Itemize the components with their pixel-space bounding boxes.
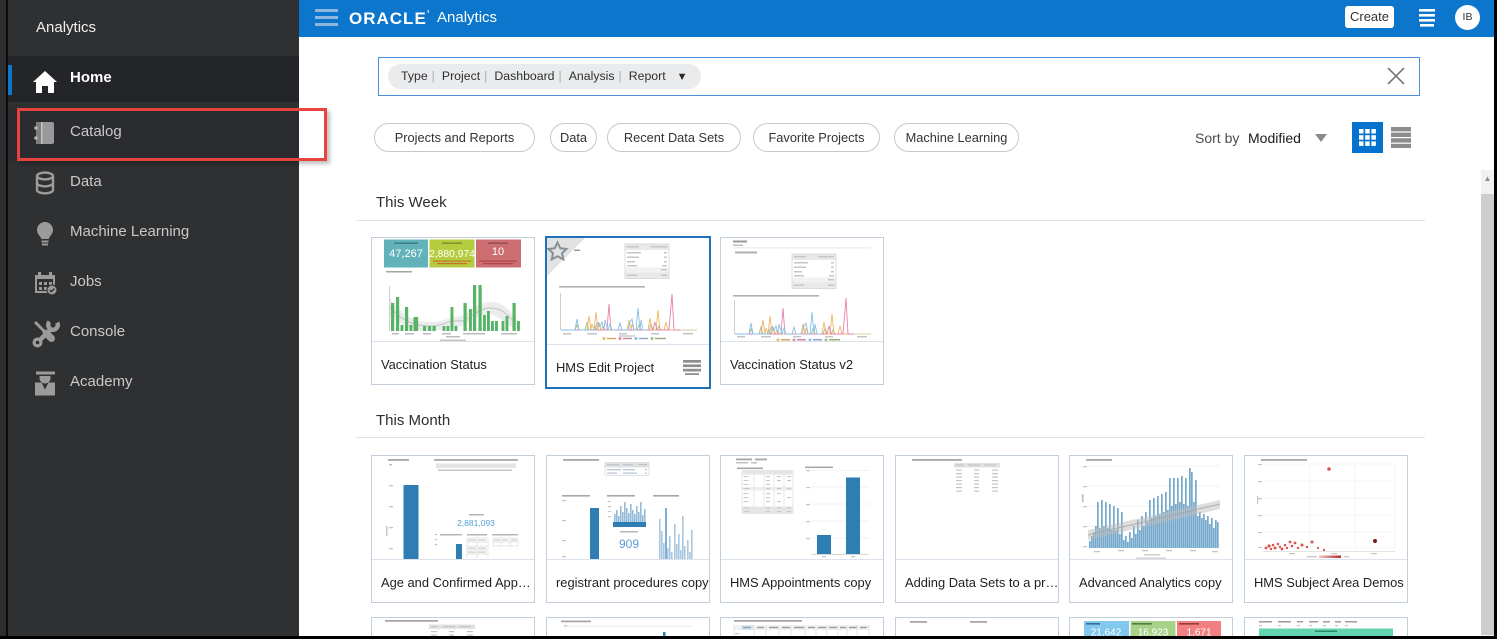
svg-text:2,881,093: 2,881,093	[457, 518, 495, 528]
svg-text:1,671: 1,671	[1186, 628, 1211, 638]
svg-text:10: 10	[492, 246, 504, 258]
svg-text:2,880,974: 2,880,974	[429, 249, 475, 260]
svg-text:909: 909	[619, 537, 639, 551]
svg-text:21,642: 21,642	[1091, 628, 1122, 638]
svg-text:47,267: 47,267	[389, 248, 423, 260]
svg-text:16,923: 16,923	[1138, 628, 1169, 638]
